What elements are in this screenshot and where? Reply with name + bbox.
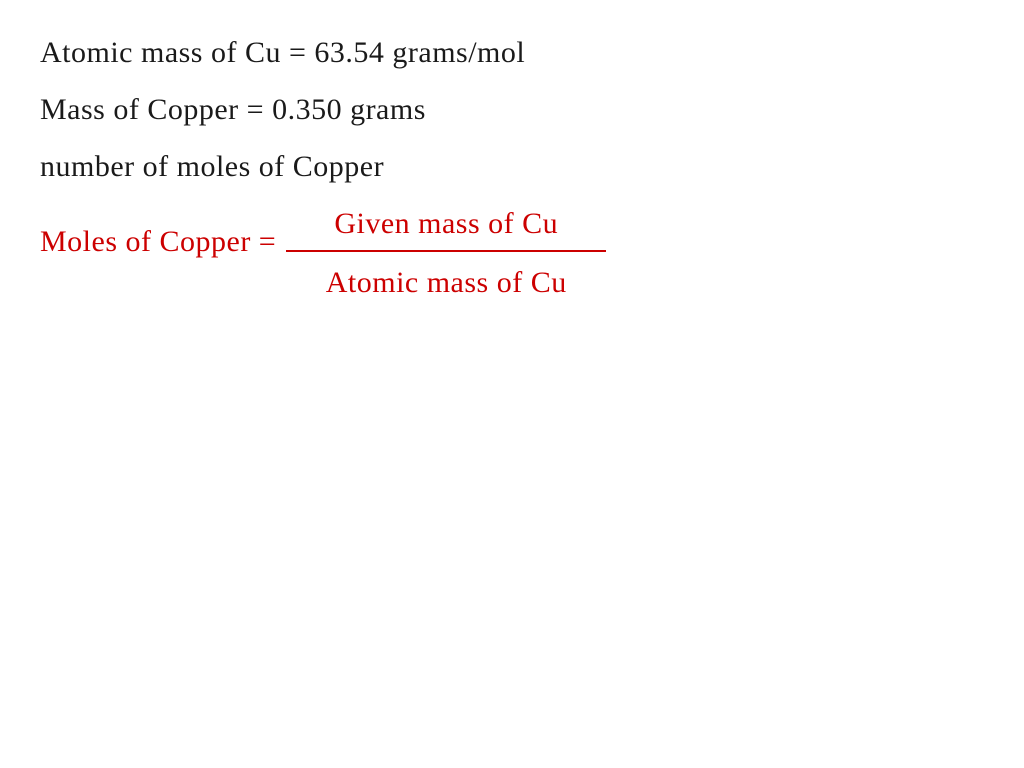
formula-denominator: Atomic mass of Cu bbox=[316, 252, 577, 305]
line-number-moles: number of moles of Copper bbox=[40, 144, 984, 189]
text-atomic-mass: Atomic mass of Cu = 63.54 grams/mol bbox=[40, 36, 525, 69]
formula-fraction: Given mass of Cu Atomic mass of Cu bbox=[286, 201, 606, 305]
line-mass-copper: Mass of Copper = 0.350 grams bbox=[40, 87, 984, 132]
text-mass-copper: Mass of Copper = 0.350 grams bbox=[40, 93, 426, 126]
line-atomic-mass: Atomic mass of Cu = 63.54 grams/mol bbox=[40, 30, 984, 75]
formula-lhs: Moles of Copper = bbox=[40, 201, 276, 264]
line-formula: Moles of Copper = Given mass of Cu Atomi… bbox=[40, 201, 984, 305]
text-number-moles: number of moles of Copper bbox=[40, 150, 384, 183]
formula-numerator: Given mass of Cu bbox=[324, 201, 568, 250]
